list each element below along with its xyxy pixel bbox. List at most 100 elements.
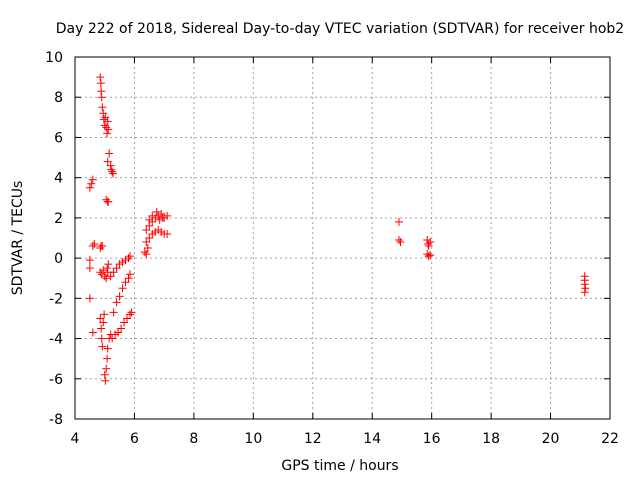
data-point [127, 308, 136, 317]
data-point [124, 274, 133, 283]
data-point [87, 179, 96, 188]
data-point [100, 370, 109, 379]
data-point [426, 238, 435, 247]
data-point [96, 79, 105, 88]
x-axis-label: GPS time / hours [281, 458, 398, 474]
y-tick-label: 0 [54, 251, 63, 267]
data-point [85, 256, 94, 265]
data-point [424, 240, 433, 249]
data-point [85, 294, 94, 303]
data-point [115, 292, 124, 301]
data-point [157, 209, 166, 218]
x-tick-label: 4 [71, 431, 80, 447]
y-tick-label: 6 [54, 130, 63, 146]
y-tick-label: 8 [54, 90, 63, 106]
data-point [112, 264, 121, 273]
data-point [103, 344, 112, 353]
axis-ticks: 4 6 8 10 12 14 16 18 20 22 -8 -6 -4 -2 0 2 4 6 8 10 [45, 50, 619, 447]
data-point [102, 274, 111, 283]
data-point [104, 125, 113, 134]
data-point [424, 252, 433, 261]
x-tick-label: 12 [304, 431, 322, 447]
x-tick-label: 20 [542, 431, 560, 447]
data-points [85, 73, 590, 385]
data-point [98, 242, 107, 251]
data-point [120, 318, 129, 327]
data-point [101, 376, 110, 385]
data-point [163, 211, 172, 220]
data-point [125, 252, 134, 261]
data-point [581, 284, 590, 293]
data-point [97, 93, 106, 102]
data-point [394, 236, 403, 245]
data-point [97, 324, 106, 333]
data-point [96, 314, 105, 323]
data-point [96, 244, 105, 253]
data-point [85, 264, 94, 273]
data-point [107, 165, 116, 174]
data-point [114, 328, 123, 337]
data-point [104, 197, 113, 206]
chart-title: Day 222 of 2018, Sidereal Day-to-day VTE… [56, 21, 624, 37]
y-tick-label: 4 [54, 171, 63, 187]
data-point [100, 121, 109, 130]
data-point [102, 364, 111, 373]
data-point [103, 264, 112, 273]
data-point [396, 238, 405, 247]
data-point [142, 238, 151, 247]
data-point [90, 240, 99, 249]
data-point [108, 334, 117, 343]
x-tick-label: 6 [130, 431, 139, 447]
data-point [118, 284, 127, 293]
data-point [103, 117, 112, 126]
x-tick-label: 18 [482, 431, 500, 447]
data-point [97, 87, 106, 96]
y-tick-label: 10 [45, 50, 63, 66]
data-point [117, 324, 126, 333]
data-point [125, 310, 134, 319]
data-point [580, 280, 589, 289]
data-point [143, 244, 152, 253]
data-point [124, 254, 133, 263]
data-point [101, 113, 110, 122]
data-point [109, 308, 118, 317]
data-point [145, 234, 154, 242]
data-point [142, 250, 151, 259]
x-tick-label: 14 [363, 431, 381, 447]
x-tick-label: 10 [244, 431, 262, 447]
data-point [96, 73, 105, 82]
data-point [424, 242, 433, 251]
data-point [109, 268, 118, 277]
y-tick-label: -8 [49, 412, 63, 428]
data-point [163, 229, 172, 238]
x-tick-label: 22 [601, 431, 619, 447]
data-point [148, 211, 157, 220]
data-point [140, 248, 149, 257]
data-point [88, 175, 97, 184]
data-point [426, 251, 435, 260]
data-point [108, 167, 117, 176]
data-point [142, 225, 151, 234]
data-point [103, 354, 112, 363]
y-tick-label: -2 [49, 291, 63, 307]
data-point [125, 270, 134, 279]
y-tick-label: -6 [49, 372, 63, 388]
data-point [88, 242, 97, 251]
data-point [394, 217, 403, 226]
data-point [85, 183, 94, 192]
data-point [152, 207, 161, 216]
data-point [88, 328, 97, 337]
data-point [109, 169, 118, 178]
data-point [99, 318, 108, 327]
data-point [112, 298, 121, 307]
data-point [145, 215, 154, 224]
data-point [97, 334, 106, 343]
data-point [103, 129, 112, 138]
data-point [158, 213, 167, 222]
y-tick-label: -4 [49, 332, 63, 348]
data-point [98, 342, 107, 351]
y-axis-label: SDTVAR / TECUs [10, 181, 26, 296]
data-point [99, 115, 108, 124]
data-point [103, 157, 112, 166]
